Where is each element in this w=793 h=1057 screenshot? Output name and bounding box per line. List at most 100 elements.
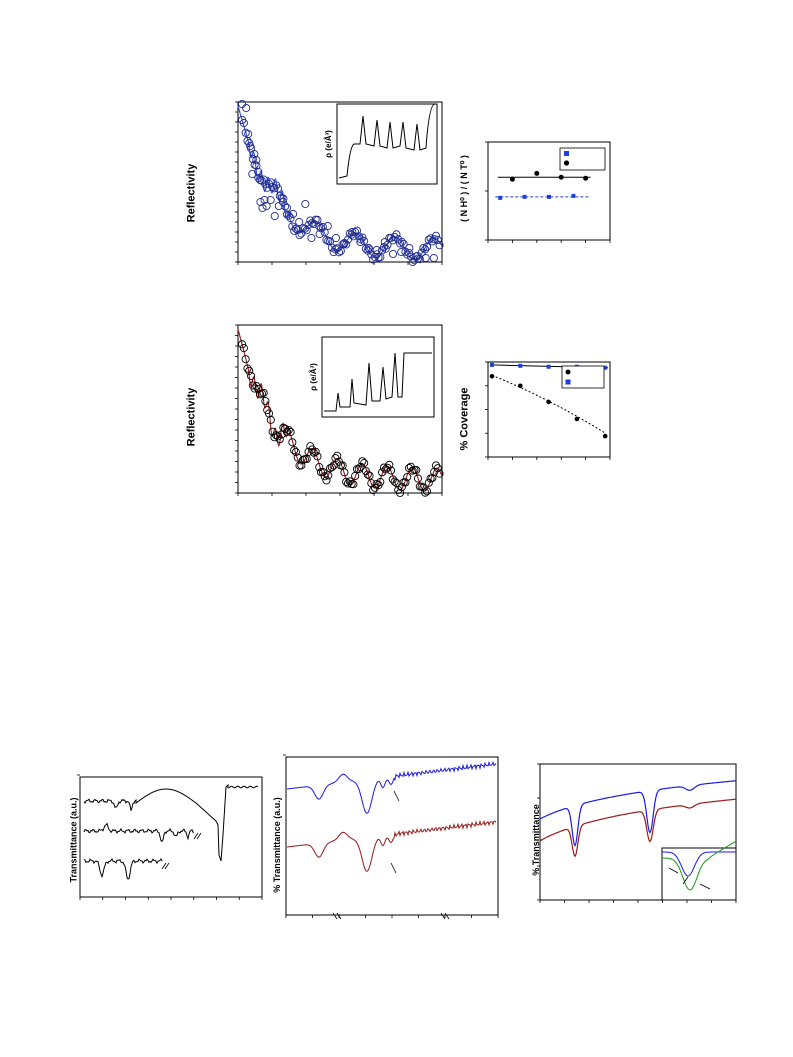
data-point bbox=[431, 461, 441, 470]
reflectivity-axis-label: Reflectivity bbox=[185, 163, 198, 223]
data-point bbox=[243, 364, 252, 373]
inset-arrow bbox=[682, 876, 689, 885]
blue-square-point bbox=[546, 364, 551, 369]
data-point bbox=[399, 239, 408, 249]
data-point bbox=[361, 244, 370, 253]
data-point bbox=[252, 155, 261, 165]
data-point bbox=[403, 472, 412, 482]
legend-box bbox=[561, 365, 605, 389]
data-point bbox=[270, 211, 279, 221]
legend-box bbox=[559, 147, 606, 171]
data-point bbox=[376, 477, 385, 487]
data-point bbox=[320, 472, 329, 481]
data-point bbox=[307, 233, 316, 243]
data-point bbox=[315, 222, 324, 231]
data-point bbox=[385, 460, 394, 469]
data-point bbox=[354, 465, 363, 474]
data-point bbox=[311, 447, 320, 456]
legend-blue-square bbox=[564, 151, 569, 156]
data-point bbox=[322, 476, 331, 485]
density-profile-curve bbox=[324, 352, 432, 412]
data-point bbox=[241, 355, 250, 364]
black-circle-point bbox=[509, 176, 515, 182]
data-point bbox=[365, 471, 374, 480]
data-point bbox=[327, 243, 336, 252]
data-point bbox=[338, 240, 347, 249]
data-point bbox=[363, 470, 372, 479]
axis-break-mark bbox=[440, 912, 450, 920]
data-point bbox=[342, 477, 351, 486]
data-point bbox=[262, 201, 271, 211]
data-point bbox=[243, 136, 252, 146]
inset-axis-label: ρ (e/Å³) bbox=[309, 363, 318, 391]
data-point bbox=[413, 474, 423, 483]
data-point bbox=[396, 488, 405, 497]
data-point bbox=[256, 197, 265, 207]
data-point bbox=[273, 184, 283, 193]
ir-red-trace bbox=[286, 819, 497, 873]
blue-square-point bbox=[522, 194, 527, 199]
ir-red-trace bbox=[539, 798, 737, 858]
data-point bbox=[281, 202, 290, 211]
data-point bbox=[315, 229, 324, 239]
black-circle-point bbox=[574, 416, 580, 422]
data-point bbox=[397, 237, 406, 246]
data-point bbox=[288, 438, 297, 447]
data-point bbox=[270, 433, 279, 442]
data-point bbox=[297, 461, 306, 470]
data-point bbox=[360, 459, 369, 468]
inset-arrow bbox=[699, 883, 711, 890]
black-circle-point bbox=[546, 399, 551, 405]
data-point bbox=[248, 155, 257, 164]
blue-square-point bbox=[571, 193, 576, 198]
inset-arrow bbox=[668, 867, 679, 874]
data-point bbox=[238, 340, 247, 349]
data-point bbox=[289, 209, 298, 219]
blue-square-point bbox=[547, 194, 551, 199]
axis-break-mark bbox=[332, 912, 342, 920]
data-point bbox=[258, 203, 267, 213]
data-point bbox=[290, 226, 299, 235]
blue-square-point bbox=[498, 195, 503, 200]
data-point bbox=[282, 427, 292, 436]
data-point bbox=[239, 344, 248, 353]
black-circle-point bbox=[534, 170, 540, 176]
data-point bbox=[279, 194, 288, 203]
data-point bbox=[295, 217, 304, 227]
data-point bbox=[322, 235, 331, 245]
data-point bbox=[313, 452, 322, 461]
data-point bbox=[290, 446, 299, 455]
data-point bbox=[379, 463, 388, 472]
data-point bbox=[284, 211, 293, 220]
data-point bbox=[264, 409, 274, 418]
blue-square-point bbox=[518, 363, 523, 368]
data-point bbox=[435, 469, 444, 478]
peak-arrow bbox=[393, 790, 400, 802]
data-point bbox=[392, 230, 401, 239]
reflectivity-axis-label-2: Reflectivity bbox=[185, 387, 198, 447]
ir-frame bbox=[285, 756, 499, 916]
inset-frame bbox=[661, 847, 737, 901]
data-point bbox=[433, 235, 442, 245]
black-circle-point bbox=[517, 383, 523, 389]
data-point bbox=[238, 99, 247, 109]
ir-blue-trace bbox=[539, 780, 737, 848]
data-point bbox=[419, 243, 428, 253]
data-point bbox=[242, 103, 251, 113]
ir-top-trace bbox=[83, 783, 259, 862]
data-point bbox=[349, 480, 358, 489]
data-point bbox=[421, 253, 430, 263]
data-point bbox=[424, 235, 433, 244]
reflectivity-chart-blue: ρ (e/Å³) bbox=[235, 99, 444, 267]
data-point bbox=[250, 384, 259, 393]
data-point bbox=[387, 466, 396, 475]
data-point bbox=[380, 237, 389, 247]
data-point bbox=[428, 473, 437, 483]
data-point bbox=[259, 388, 268, 397]
data-point bbox=[352, 226, 362, 235]
inset-frame bbox=[321, 336, 435, 418]
data-point bbox=[401, 478, 410, 487]
data-point bbox=[429, 253, 438, 263]
data-point bbox=[247, 144, 256, 153]
data-point bbox=[370, 252, 379, 262]
